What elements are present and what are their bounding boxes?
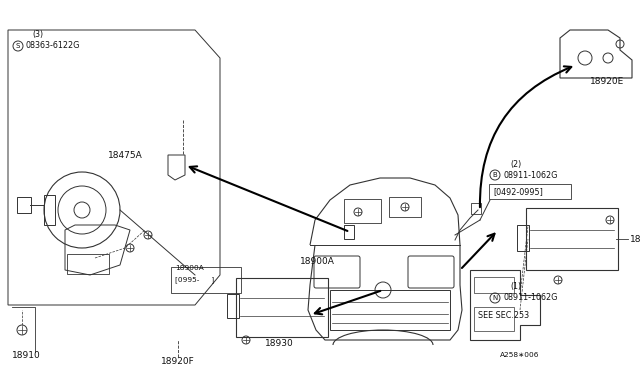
Text: A258∗006: A258∗006 bbox=[500, 352, 540, 358]
Text: 18920F: 18920F bbox=[161, 357, 195, 366]
Text: 08363-6122G: 08363-6122G bbox=[26, 42, 81, 51]
Text: (2): (2) bbox=[510, 160, 521, 169]
Text: 18475A: 18475A bbox=[108, 151, 143, 160]
Text: [0492-0995]: [0492-0995] bbox=[493, 187, 543, 196]
Text: 18900A: 18900A bbox=[300, 257, 335, 266]
Text: SEE SEC.253: SEE SEC.253 bbox=[478, 311, 529, 320]
Text: 18930: 18930 bbox=[265, 339, 294, 347]
Text: [0995-     ]: [0995- ] bbox=[175, 277, 214, 283]
Text: 18920E: 18920E bbox=[590, 77, 624, 87]
Text: (3): (3) bbox=[32, 31, 43, 39]
Text: S: S bbox=[16, 43, 20, 49]
Text: 08911-1062G: 08911-1062G bbox=[503, 294, 557, 302]
Text: B: B bbox=[493, 172, 497, 178]
Text: N: N bbox=[492, 295, 498, 301]
Text: 08911-1062G: 08911-1062G bbox=[503, 170, 557, 180]
Text: (1): (1) bbox=[510, 282, 521, 292]
Text: 18900A: 18900A bbox=[175, 265, 204, 271]
Text: 18930: 18930 bbox=[630, 234, 640, 244]
Text: 18910: 18910 bbox=[12, 350, 41, 359]
